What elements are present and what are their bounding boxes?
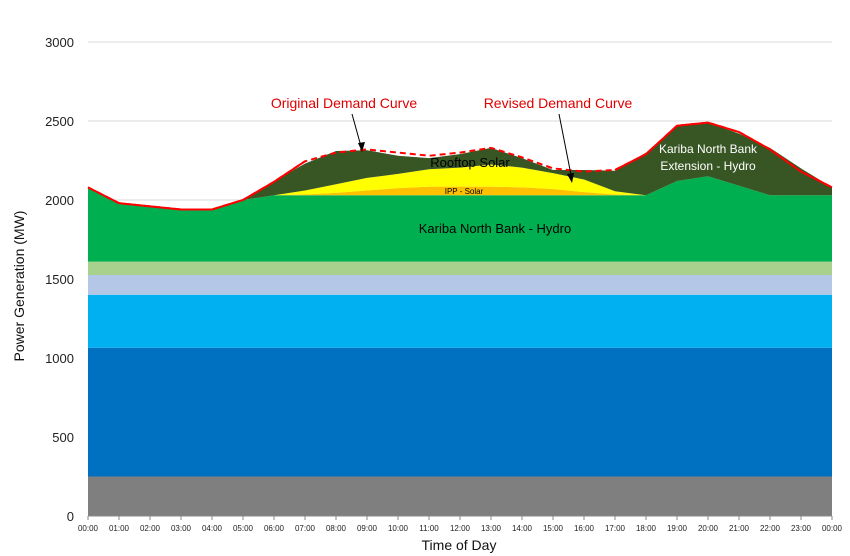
- x-tick-label: 10:00: [388, 524, 409, 533]
- original-demand-arrowhead: [358, 142, 365, 152]
- x-tick-label: 00:00: [822, 524, 843, 533]
- y-tick-label: 2000: [45, 193, 74, 208]
- kariba-north-label: Kariba North Bank - Hydro: [419, 221, 571, 236]
- x-tick-label: 23:00: [791, 524, 812, 533]
- x-tick-label: 05:00: [233, 524, 254, 533]
- x-tick-label: 20:00: [698, 524, 719, 533]
- x-tick-label: 12:00: [450, 524, 471, 533]
- y-tick-label: 0: [67, 509, 74, 524]
- area-series-4: [88, 275, 832, 295]
- x-tick-label: 13:00: [481, 524, 502, 533]
- x-tick-label: 15:00: [543, 524, 564, 533]
- y-tick-label: 1500: [45, 272, 74, 287]
- stacked-areas: [88, 122, 832, 516]
- x-tick-label: 01:00: [109, 524, 130, 533]
- y-tick-labels: 0 500 1000 1500 2000 2500 3000: [45, 35, 74, 524]
- demand-lines: [87, 121, 833, 211]
- x-axis-title: Time of Day: [422, 537, 497, 553]
- x-tick-label: 22:00: [760, 524, 781, 533]
- revised-demand-arrowhead: [567, 173, 574, 183]
- x-tick-label: 14:00: [512, 524, 533, 533]
- area-series-3: [88, 294, 832, 348]
- y-axis-title: Power Generation (MW): [11, 211, 27, 362]
- x-tick-label: 21:00: [729, 524, 750, 533]
- area-series-5: [88, 261, 832, 276]
- x-tick-label: 03:00: [171, 524, 192, 533]
- area-series-8: [88, 164, 832, 210]
- area-series-7: [88, 176, 832, 210]
- x-tick-label: 09:00: [357, 524, 378, 533]
- ipp-solar-label: IPP - Solar: [445, 187, 484, 196]
- x-tick-label: 04:00: [202, 524, 223, 533]
- y-tick-label: 1000: [45, 351, 74, 366]
- rooftop-solar-label: Rooftop Solar: [430, 155, 510, 170]
- original-demand-label: Original Demand Curve: [271, 95, 417, 111]
- area-series-6: [88, 176, 832, 262]
- area-series-2: [88, 347, 832, 477]
- x-tick-label: 17:00: [605, 524, 626, 533]
- revised-demand-label: Revised Demand Curve: [484, 95, 633, 111]
- x-tick-label: 02:00: [140, 524, 161, 533]
- x-tick-label: 06:00: [264, 524, 285, 533]
- revised-demand-arrow: [558, 113, 573, 181]
- x-tick-labels: 00:00 01:00 02:00 03:00 04:00 05:00 06:00 07:00…: [78, 516, 843, 533]
- x-tick-label: 07:00: [295, 524, 316, 533]
- y-tick-label: 2500: [45, 114, 74, 129]
- y-tick-label: 500: [52, 430, 74, 445]
- kariba-ext-label-line2: Extension - Hydro: [660, 159, 756, 173]
- x-tick-label: 11:00: [419, 524, 439, 533]
- kariba-ext-label-line1: Kariba North Bank: [659, 142, 758, 156]
- x-tick-label: 19:00: [667, 524, 688, 533]
- x-tick-label: 08:00: [326, 524, 347, 533]
- x-tick-label: 00:00: [78, 524, 99, 533]
- revised-demand-line: [87, 121, 833, 211]
- area-series-1: [88, 476, 832, 516]
- area-series-9: [88, 122, 832, 210]
- x-tick-label: 18:00: [636, 524, 657, 533]
- x-tick-label: 16:00: [574, 524, 595, 533]
- original-demand-line: [87, 121, 833, 211]
- y-tick-label: 3000: [45, 35, 74, 50]
